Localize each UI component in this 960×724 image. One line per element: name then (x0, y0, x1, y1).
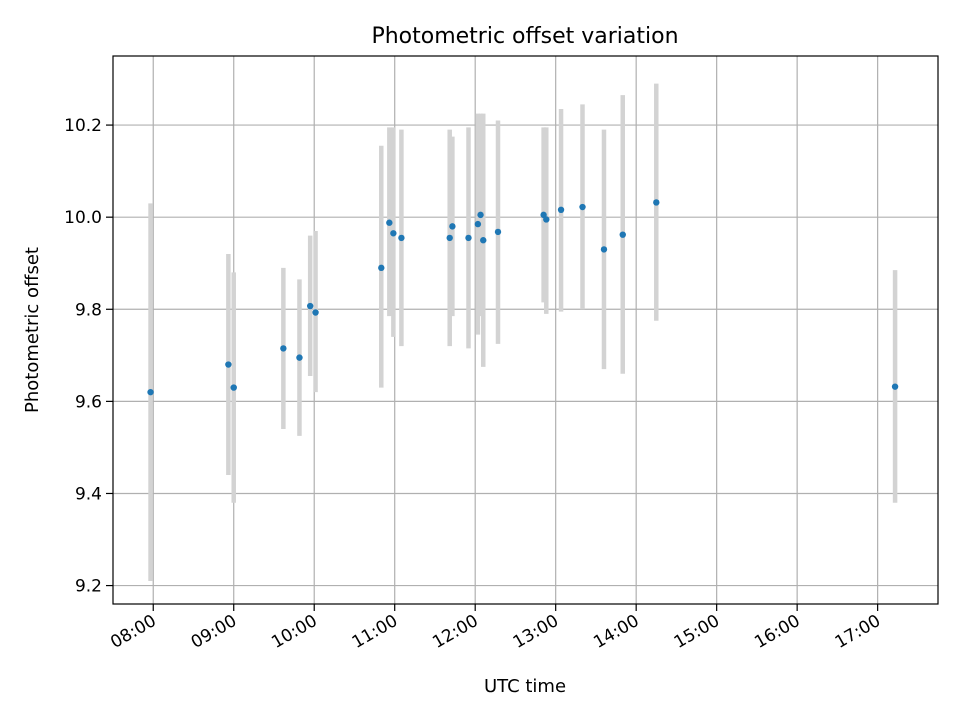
y-axis-label: Photometric offset (22, 247, 43, 413)
data-point (386, 219, 393, 226)
plot-frame (112, 55, 939, 605)
data-point (619, 231, 626, 238)
data-point (398, 234, 405, 242)
data-point (543, 216, 550, 223)
data-point (296, 354, 303, 361)
data-point (600, 246, 608, 253)
data-point (477, 211, 484, 219)
grid-lines (113, 56, 938, 604)
data-point (474, 220, 482, 228)
y-axis-ticks: 9.2 9.4 9.6 9.8 10.0 10.2 (64, 116, 113, 597)
data-point (306, 302, 314, 310)
data-point (891, 383, 899, 390)
y-tick-label: 10.2 (64, 116, 102, 136)
data-point (449, 223, 456, 230)
data-point (378, 264, 385, 272)
data-point (390, 230, 397, 237)
chart-title: Photometric offset variation (371, 24, 678, 49)
data-point (230, 384, 237, 391)
data-point (225, 361, 232, 368)
x-axis-label: UTC time (484, 676, 566, 697)
data-points (147, 199, 899, 396)
data-point (147, 388, 154, 396)
data-point (480, 237, 487, 244)
y-tick-label: 9.8 (75, 300, 102, 320)
data-point (312, 309, 319, 316)
data-point (557, 206, 565, 214)
data-point (653, 199, 660, 206)
y-tick-label: 9.2 (75, 577, 102, 597)
y-tick-label: 10.0 (64, 208, 102, 228)
data-point (446, 234, 453, 242)
data-point (494, 228, 502, 236)
data-point (579, 203, 586, 211)
y-tick-label: 9.4 (75, 484, 102, 504)
data-point (465, 234, 472, 242)
data-point (280, 345, 287, 352)
y-tick-label: 9.6 (75, 392, 102, 412)
